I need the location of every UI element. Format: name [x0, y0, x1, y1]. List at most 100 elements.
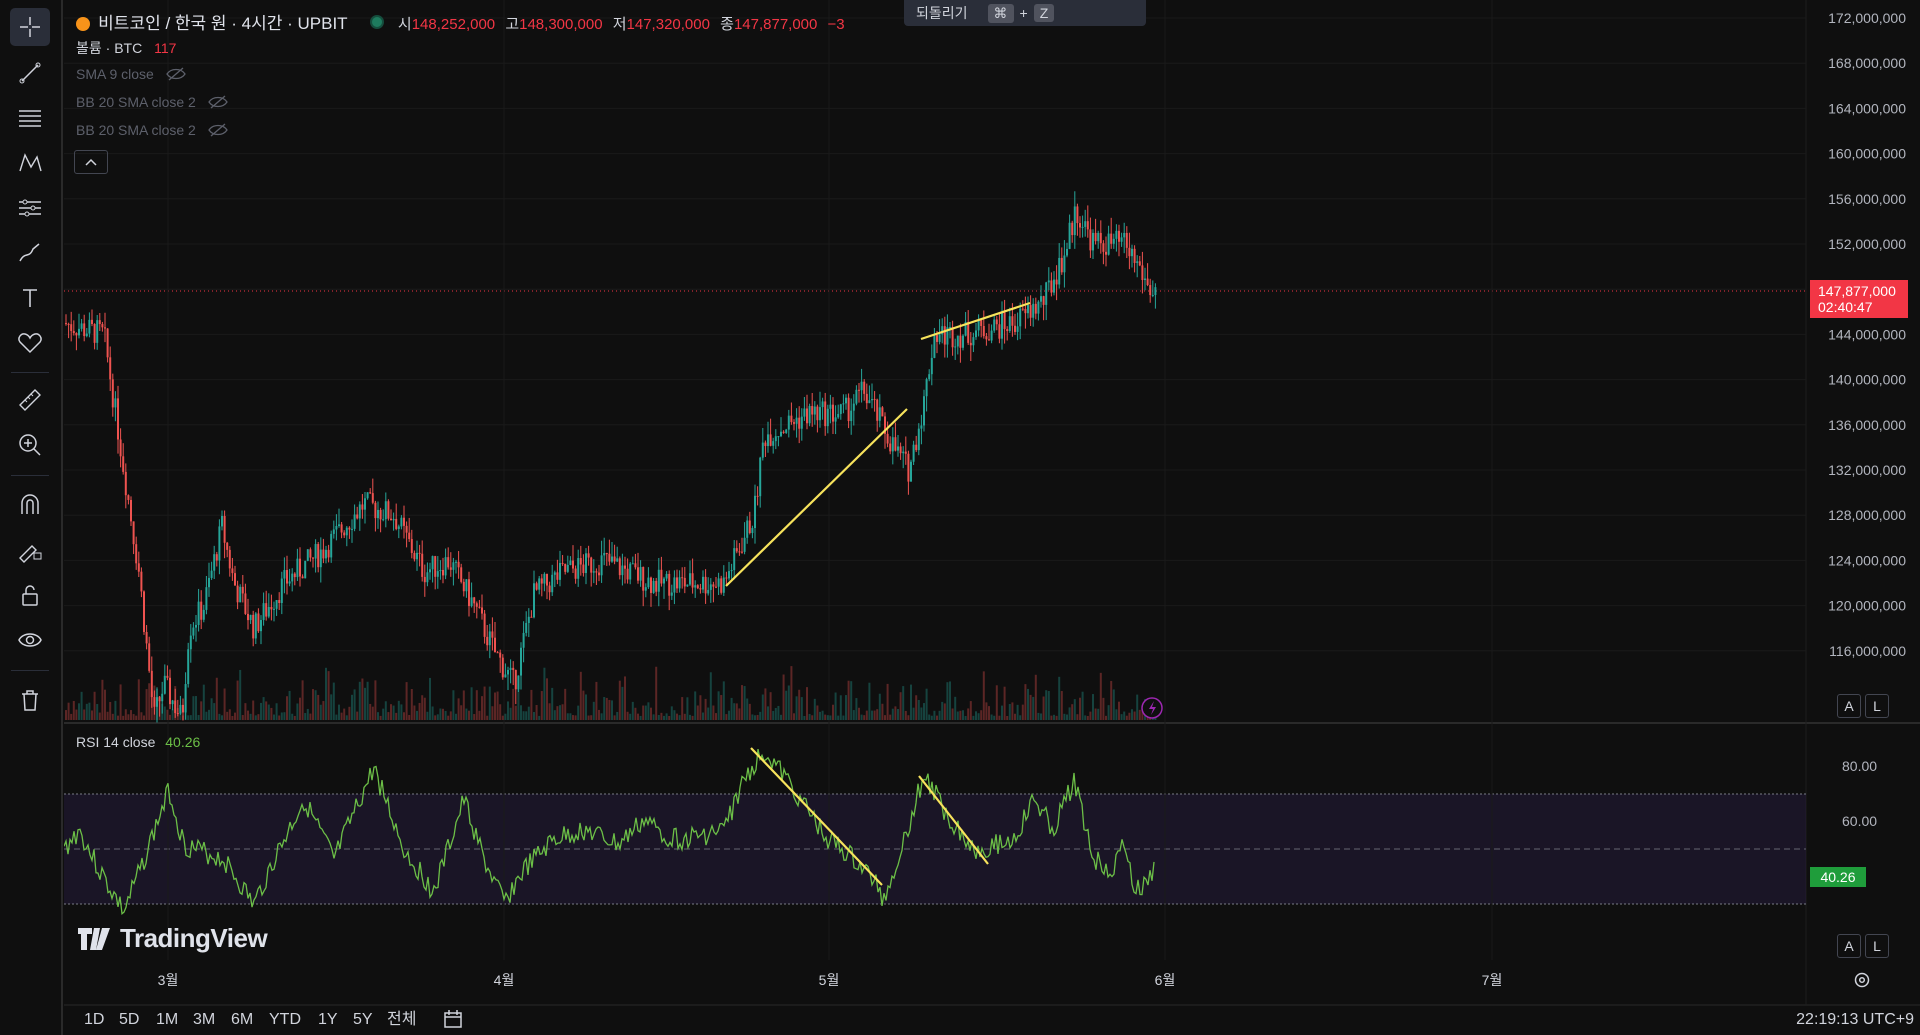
- volume-bar: [678, 715, 681, 720]
- lock-icon[interactable]: [10, 576, 50, 614]
- hidden-eye-icon[interactable]: [207, 95, 228, 109]
- timeframe-3M[interactable]: 3M: [193, 1011, 216, 1028]
- chart-area[interactable]: 172,000,000 168,000,000 164,000,000 160,000…: [64, 0, 1920, 1035]
- clock[interactable]: 22:19:13 UTC+9: [1796, 1011, 1914, 1028]
- forecast-icon[interactable]: [10, 189, 50, 227]
- volume-bar: [756, 714, 759, 720]
- trendline-icon[interactable]: [10, 54, 50, 92]
- timeframe-1D[interactable]: 1D: [84, 1011, 105, 1028]
- volume-bar: [754, 715, 756, 720]
- volume-bar: [111, 713, 114, 720]
- log-scale-button[interactable]: L: [1865, 694, 1889, 718]
- zoom-in-icon[interactable]: [10, 426, 50, 464]
- candle-body: [431, 556, 434, 570]
- hidden-eye-icon[interactable]: [165, 67, 186, 81]
- volume-bar: [1112, 689, 1115, 720]
- bb-legend-2[interactable]: BB 20 SMA close 2: [76, 122, 228, 138]
- brush-icon[interactable]: [10, 234, 50, 272]
- candle-body: [179, 704, 182, 714]
- bb-legend-1[interactable]: BB 20 SMA close 2: [76, 94, 228, 110]
- candle-body: [735, 548, 738, 552]
- timeframe-1M[interactable]: 1M: [156, 1011, 179, 1028]
- timeframe-YTD[interactable]: YTD: [269, 1011, 301, 1028]
- rsi-legend[interactable]: RSI 14 close 40.26: [76, 734, 200, 750]
- trash-icon[interactable]: [10, 681, 50, 719]
- candle-body: [839, 404, 842, 414]
- volume-bar: [187, 715, 190, 720]
- candle-body: [408, 532, 411, 540]
- volume-bar: [670, 706, 673, 720]
- volume-bar: [733, 703, 736, 720]
- volume-bar: [1042, 696, 1045, 720]
- fib-icon[interactable]: [10, 99, 50, 137]
- lock-draw-icon[interactable]: [10, 531, 50, 569]
- volume-bar: [668, 715, 671, 720]
- volume-bar: [306, 708, 309, 720]
- candle-body: [91, 319, 93, 324]
- date-range-icon[interactable]: [442, 1008, 466, 1030]
- timeframe-5D[interactable]: 5D: [119, 1011, 140, 1028]
- candle-body: [1154, 287, 1157, 295]
- volume-bar: [533, 712, 535, 720]
- candle-body: [759, 457, 762, 497]
- symbol-legend[interactable]: 비트코인 / 한국 원 · 4시간 · UPBIT 시148,252,000 고…: [76, 9, 845, 34]
- volume-bar: [1055, 715, 1058, 720]
- timeframe-6M[interactable]: 6M: [231, 1011, 254, 1028]
- rsi-auto-scale-button[interactable]: A: [1837, 934, 1861, 958]
- volume-bar: [447, 715, 450, 720]
- volume-bar: [179, 711, 182, 720]
- candle-body: [1081, 226, 1084, 228]
- price-axis-label: 120,000,000: [1828, 598, 1906, 614]
- eye-icon[interactable]: [10, 621, 50, 659]
- candle-body: [834, 417, 837, 422]
- volume-bar: [699, 695, 702, 720]
- crosshair-icon[interactable]: [10, 8, 50, 46]
- volume-bar: [847, 680, 850, 720]
- candle-body: [806, 408, 808, 424]
- volume-bar: [499, 704, 502, 720]
- magnet-icon[interactable]: [10, 486, 50, 524]
- pattern-icon[interactable]: [10, 144, 50, 182]
- volume-bar: [767, 706, 769, 720]
- candle-body: [811, 406, 814, 415]
- auto-scale-button[interactable]: A: [1837, 694, 1861, 718]
- volume-bar: [722, 681, 725, 720]
- chart-canvas[interactable]: 172,000,000 168,000,000 164,000,000 160,000…: [64, 0, 1920, 1035]
- timeframe-전체[interactable]: 전체: [387, 1011, 417, 1028]
- sma-legend[interactable]: SMA 9 close: [76, 66, 186, 82]
- volume-bar: [852, 710, 855, 720]
- volume-bar: [520, 705, 522, 720]
- settings-gear-icon[interactable]: [1852, 970, 1872, 990]
- candle-body: [933, 335, 936, 358]
- volume-bar: [397, 700, 400, 720]
- candle-body: [455, 561, 457, 563]
- text-icon[interactable]: [10, 279, 50, 317]
- collapse-legend-button[interactable]: [74, 150, 108, 174]
- volume-legend[interactable]: 볼륨 · BTC 117: [76, 38, 176, 58]
- bb-label: BB 20 SMA close 2: [76, 122, 196, 138]
- volume-bar: [228, 709, 231, 720]
- hidden-eye-icon[interactable]: [207, 123, 228, 137]
- candle-body: [556, 572, 559, 580]
- timeframe-1Y[interactable]: 1Y: [318, 1011, 338, 1028]
- candle-body: [239, 586, 242, 603]
- timeframe-5Y[interactable]: 5Y: [353, 1011, 373, 1028]
- volume-bar: [920, 707, 923, 720]
- candle-body: [366, 492, 369, 499]
- rsi-log-scale-button[interactable]: L: [1865, 934, 1889, 958]
- volume-bar: [863, 715, 866, 720]
- candle-body: [962, 335, 964, 348]
- volume-bar: [598, 709, 600, 720]
- price-axis-label: 164,000,000: [1828, 100, 1906, 116]
- candle-body: [130, 499, 132, 522]
- volume-bar: [364, 687, 366, 720]
- volume-bar: [236, 680, 239, 720]
- heart-icon[interactable]: [10, 324, 50, 362]
- volume-bar: [637, 713, 639, 720]
- candle-body: [187, 649, 190, 685]
- ruler-icon[interactable]: [10, 381, 50, 419]
- volume-bar: [361, 678, 364, 720]
- volume-bar: [403, 712, 405, 720]
- candle-body: [881, 407, 884, 417]
- candle-body: [694, 585, 697, 588]
